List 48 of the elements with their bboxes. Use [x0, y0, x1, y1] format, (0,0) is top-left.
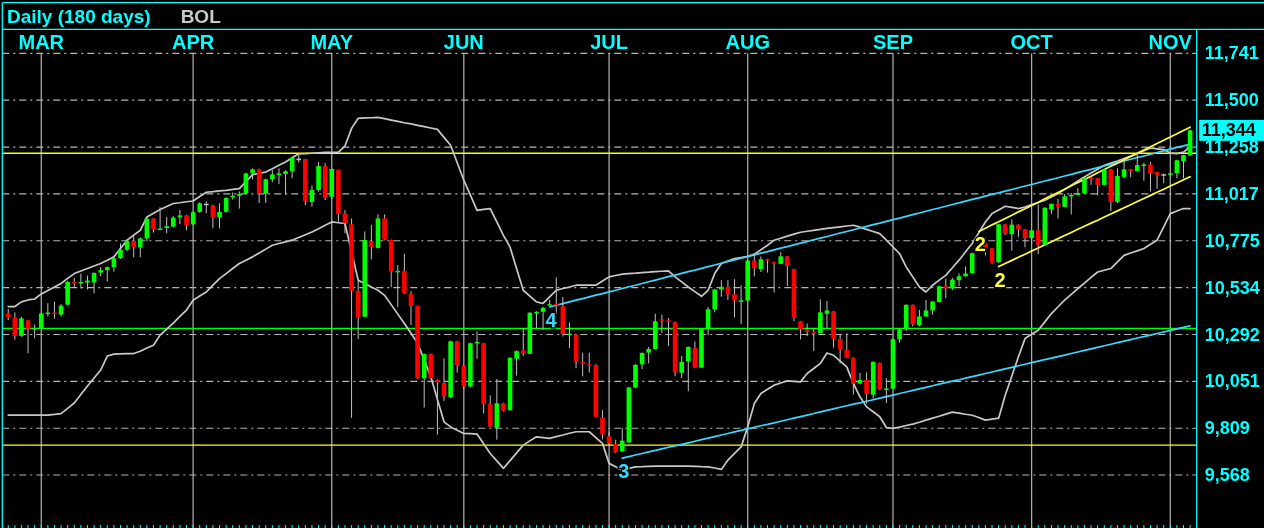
y-tick-label: 10,292	[1204, 324, 1260, 345]
text: 11,344	[1201, 120, 1256, 141]
candlestick	[402, 253, 407, 295]
line-series	[997, 175, 1191, 268]
y-tick-label: 11,741	[1204, 43, 1259, 64]
chart-title: Daily (180 days)	[7, 6, 151, 27]
x-tick-label: APR	[172, 31, 215, 53]
annotation: 2	[974, 233, 986, 256]
y-tick-label: 11,017	[1204, 183, 1259, 204]
candlestick	[514, 349, 519, 377]
candlestick	[752, 253, 757, 277]
candlestick	[217, 202, 222, 229]
y-tick-label: 10,775	[1204, 230, 1260, 251]
x-tick-label: JUL	[590, 31, 628, 53]
x-tick-label: MAY	[310, 31, 354, 53]
y-tick-label: 11,500	[1204, 90, 1259, 111]
line-series	[7, 116, 1191, 308]
y-tick-label: 9,568	[1204, 465, 1250, 486]
line-series	[621, 324, 1191, 459]
candlestick	[910, 303, 916, 327]
candlestick	[659, 314, 665, 334]
candlestick	[1134, 151, 1140, 173]
x-tick-label: OCT	[1010, 31, 1053, 53]
candlestick	[1121, 159, 1127, 179]
annotation: 2	[994, 268, 1006, 291]
line-series	[977, 126, 1191, 233]
candlestick	[1055, 198, 1061, 219]
text: BOL	[180, 6, 222, 27]
y-tick-label: 10,534	[1204, 277, 1260, 298]
candlestick	[276, 167, 282, 185]
annotation: 4	[545, 308, 558, 331]
x-tick-label: NOV	[1148, 31, 1193, 53]
candlestick	[1148, 161, 1153, 192]
x-tick-label: AUG	[725, 31, 770, 53]
y-tick-label: 9,809	[1204, 418, 1250, 439]
candlestick	[454, 340, 460, 374]
candlestick	[580, 352, 585, 377]
x-tick-label: MAR	[18, 31, 65, 53]
x-tick-label: JUN	[443, 31, 484, 53]
candlestick	[177, 209, 183, 225]
candlestick	[586, 352, 592, 374]
candlestick	[1154, 171, 1160, 190]
y-tick-label: 10,051	[1204, 371, 1260, 392]
line-series	[548, 143, 1191, 308]
x-tick-label: SEP	[872, 31, 913, 53]
candlestick	[679, 355, 684, 379]
candlestick	[692, 341, 698, 369]
candlestick	[316, 161, 321, 193]
